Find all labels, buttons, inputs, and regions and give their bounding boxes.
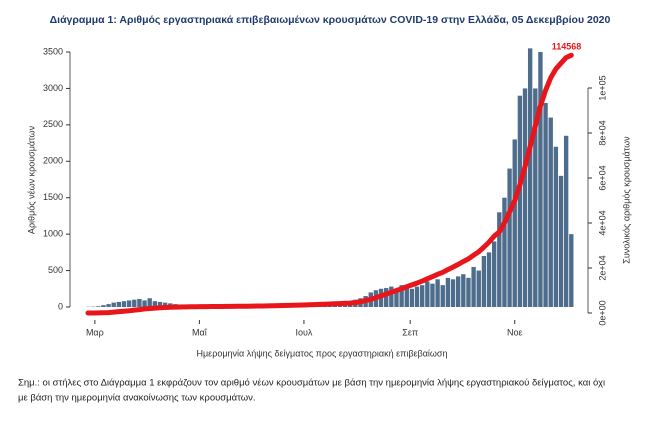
bar [409, 288, 415, 307]
y-tick-label: 2000 [43, 156, 63, 166]
cumulative-line [85, 52, 574, 316]
bar [101, 305, 106, 307]
y-axis-label: Αριθμός νέων κρουσμάτων [26, 125, 36, 234]
bar [147, 298, 152, 307]
bar [389, 286, 394, 307]
chart-title: Διάγραμμα 1: Αριθμός εργαστηριακά επιβεβ… [50, 14, 611, 26]
bar [142, 300, 147, 307]
bar [126, 300, 132, 307]
y-tick-label: 3500 [43, 46, 63, 56]
bar [481, 256, 487, 307]
bar [563, 135, 569, 307]
bar [471, 266, 476, 307]
y-tick-label: 2500 [43, 119, 63, 129]
value-label: 114568 [552, 42, 582, 52]
x-tick-label: Μαρ [86, 327, 104, 337]
bar [491, 241, 497, 307]
bar [420, 285, 425, 307]
y2-tick-label: 8e+04 [597, 120, 607, 145]
note-line: με βάση την ημερομηνία ανακοίνωσης των κ… [18, 393, 256, 404]
x-tick-label: Σεπ [402, 327, 418, 337]
bar [440, 285, 445, 307]
bar [497, 212, 502, 307]
bar [455, 276, 461, 307]
y2-tick-label: 6e+04 [597, 165, 607, 190]
bar [414, 286, 420, 307]
y-tick-label: 0 [58, 301, 63, 311]
y-tick-label: 3000 [43, 83, 63, 93]
bar [116, 301, 122, 307]
x-tick-label: Ιουλ [295, 327, 312, 337]
bar [435, 279, 440, 307]
bar [461, 274, 466, 307]
y-tick-label: 1000 [43, 229, 63, 239]
bar [486, 252, 492, 307]
y2-tick-label: 2e+04 [597, 255, 607, 280]
bar [152, 301, 158, 307]
bar [96, 306, 101, 307]
y-tick-label: 1500 [43, 192, 63, 202]
bar [502, 197, 507, 307]
y2-tick-label: 4e+04 [597, 210, 607, 235]
bar [522, 88, 528, 307]
bar [157, 301, 163, 307]
bar [548, 117, 553, 307]
y-tick-label: 500 [48, 265, 63, 275]
bar [404, 288, 409, 307]
y2-tick-label: 0e+00 [597, 300, 607, 325]
y2-tick-label: 1e+05 [597, 75, 607, 100]
bar [430, 283, 435, 307]
bar [132, 299, 137, 307]
bar [137, 298, 142, 307]
bar [394, 288, 399, 307]
bar [106, 304, 111, 307]
bar [543, 103, 548, 307]
bar [450, 279, 456, 307]
bar [569, 234, 574, 307]
bar [527, 48, 533, 307]
bar [399, 285, 404, 307]
y2-axis-label: Συνολικός αριθμός κρουσμάτων [621, 136, 631, 264]
bar [162, 302, 168, 307]
bar [121, 301, 127, 307]
bar [425, 281, 430, 307]
bar [384, 288, 389, 307]
bar [558, 175, 564, 307]
x-tick-label: Μαΐ [192, 327, 208, 337]
bar [512, 139, 517, 307]
bar [507, 168, 512, 307]
bar [517, 95, 523, 307]
x-axis-label: Ημερομηνία λήψης δείγματος προς εργαστηρ… [197, 348, 448, 358]
bar [445, 277, 451, 307]
x-tick-label: Νοε [507, 327, 523, 337]
note-line: Σημ.: οι στήλες στο Διάγραμμα 1 εκφράζου… [18, 378, 605, 389]
bar [476, 270, 481, 307]
bar [111, 302, 116, 307]
bar [553, 146, 559, 307]
bar [533, 88, 538, 307]
bar [538, 52, 543, 307]
bar [466, 277, 471, 307]
